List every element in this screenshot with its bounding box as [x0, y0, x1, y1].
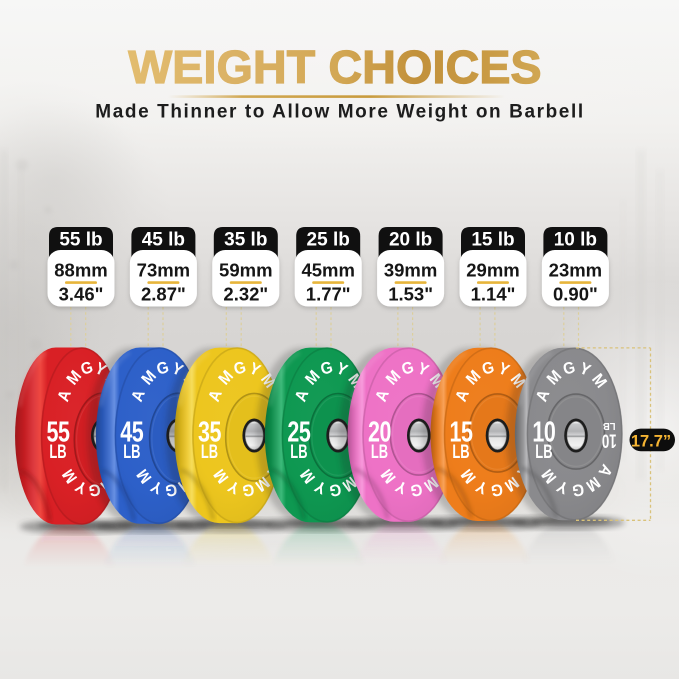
- svg-text:25: 25: [287, 416, 310, 448]
- svg-text:39mm: 39mm: [384, 260, 437, 281]
- svg-text:25 lb: 25 lb: [307, 230, 350, 251]
- svg-text:15 lb: 15 lb: [471, 230, 514, 251]
- svg-text:LB: LB: [123, 442, 140, 463]
- svg-text:LB: LB: [371, 442, 388, 463]
- svg-text:LB: LB: [603, 420, 616, 432]
- svg-text:20 lb: 20 lb: [389, 230, 432, 251]
- svg-text:1.53": 1.53": [388, 284, 433, 305]
- svg-text:88mm: 88mm: [54, 260, 107, 281]
- svg-text:20: 20: [368, 416, 391, 448]
- svg-text:G: G: [490, 480, 504, 499]
- svg-text:WEIGHT CHOICES: WEIGHT CHOICES: [128, 41, 542, 93]
- svg-text:G: G: [480, 359, 496, 379]
- svg-text:73mm: 73mm: [137, 260, 190, 281]
- svg-text:G: G: [319, 359, 335, 379]
- svg-text:35: 35: [198, 416, 221, 448]
- svg-text:45mm: 45mm: [301, 260, 354, 281]
- svg-text:LB: LB: [49, 442, 66, 463]
- svg-text:15: 15: [449, 416, 472, 448]
- svg-text:10: 10: [532, 416, 555, 448]
- svg-text:LB: LB: [452, 442, 469, 463]
- svg-text:23mm: 23mm: [549, 260, 602, 281]
- svg-text:G: G: [232, 359, 248, 379]
- svg-text:2.87": 2.87": [141, 284, 186, 305]
- svg-text:3.46": 3.46": [59, 284, 104, 305]
- svg-text:1.77": 1.77": [306, 284, 351, 305]
- svg-text:G: G: [410, 480, 424, 499]
- svg-text:10: 10: [602, 430, 617, 451]
- svg-text:G: G: [328, 480, 342, 499]
- svg-text:35 lb: 35 lb: [224, 230, 267, 251]
- svg-text:29mm: 29mm: [466, 260, 519, 281]
- svg-text:45: 45: [120, 416, 143, 448]
- svg-text:17.7”: 17.7”: [631, 433, 671, 451]
- svg-text:2.32": 2.32": [223, 284, 268, 305]
- svg-text:59mm: 59mm: [219, 260, 272, 281]
- svg-text:LB: LB: [535, 442, 552, 463]
- svg-text:45 lb: 45 lb: [142, 230, 185, 251]
- svg-text:Made Thinner to Allow More Wei: Made Thinner to Allow More Weight on Bar…: [95, 102, 584, 123]
- svg-text:LB: LB: [290, 442, 307, 463]
- svg-text:LB: LB: [201, 442, 218, 463]
- svg-text:1.14": 1.14": [471, 284, 516, 305]
- svg-text:G: G: [79, 359, 96, 379]
- svg-text:G: G: [571, 480, 585, 499]
- svg-text:G: G: [155, 359, 171, 379]
- svg-text:G: G: [400, 359, 416, 379]
- svg-text:55: 55: [46, 416, 69, 448]
- svg-text:55 lb: 55 lb: [59, 230, 102, 251]
- svg-text:G: G: [241, 480, 255, 499]
- svg-text:0.90": 0.90": [553, 284, 598, 305]
- svg-text:10 lb: 10 lb: [554, 230, 597, 251]
- svg-text:G: G: [561, 359, 577, 379]
